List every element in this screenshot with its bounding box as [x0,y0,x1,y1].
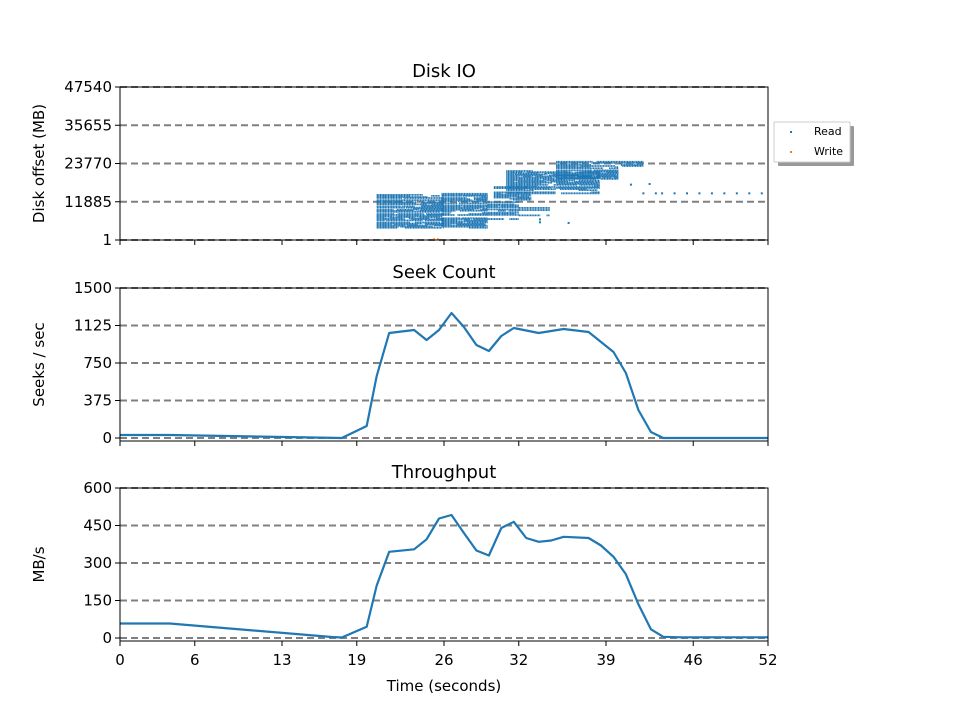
y-tick-label: 23770 [64,155,112,173]
read-mark [723,192,726,195]
y-tick-label: 150 [83,592,112,610]
panel-2: Throughput 0 150 300 450 600 0 6 13 19 26 32 39 46 52 M… [30,462,778,695]
y-tick-label: 450 [83,517,112,535]
legend: Read Write [773,121,854,166]
y-tick-label: 0 [102,629,112,647]
read-mark [686,192,688,195]
plot-data [120,513,768,639]
y-tick-label: 11885 [64,193,112,211]
legend-label: Write [814,145,843,158]
legend-box [773,121,851,163]
y-tick-label: 1125 [74,317,112,335]
y-tick-label: 600 [83,479,112,497]
y-axis-label: MB/s [30,546,48,582]
x-tick-label: 13 [272,651,291,669]
write-mark [436,238,439,240]
series-line [120,513,768,639]
x-tick-label: 52 [758,651,777,669]
legend-marker [790,151,792,153]
x-tick-label: 39 [596,651,615,669]
y-tick-label: 1 [102,231,112,249]
read-mark [648,183,651,186]
read-mark [748,192,751,195]
x-tick-label: 19 [347,651,366,669]
write-mark [433,238,436,240]
x-tick-label: 26 [434,651,453,669]
panel-1: Seek Count 0 375 750 1125 1500 Seeks / sec [30,262,769,447]
x-tick-label: 0 [115,651,125,669]
y-tick-label: 1500 [74,279,112,297]
read-mark [698,192,701,195]
read-mark [538,221,541,224]
y-tick-label: 300 [83,554,112,572]
read-mark [654,192,657,195]
y-axis-label: Disk offset (MB) [30,104,48,223]
x-tick-label: 32 [509,651,528,669]
y-tick-label: 750 [83,354,112,372]
read-mark [642,192,645,195]
x-tick-label: 46 [684,651,703,669]
y-tick-label: 47540 [64,78,112,96]
panel-0: Disk IO 1 11885 23770 35655 47540 Disk offset … [30,61,854,249]
read-mark [567,221,570,224]
read-mark [629,183,632,186]
chart-title: Disk IO [412,61,476,82]
read-mark [538,218,541,221]
plot-data [120,311,768,440]
read-mark [710,192,713,195]
read-mark [661,192,664,195]
series-line [120,311,768,440]
read-mark [673,192,676,195]
x-tick-label: 6 [190,651,200,669]
y-tick-label: 35655 [64,116,112,134]
legend-label: Read [814,125,842,138]
axes-frame [119,86,769,241]
y-axis-label: Seeks / sec [30,322,48,406]
legend-marker [790,131,792,133]
read-mark [735,192,738,195]
y-tick-label: 375 [83,392,112,410]
axes-frame [119,287,769,442]
axes-frame [119,487,769,642]
chart-title: Throughput [391,462,497,483]
x-axis-label: Time (seconds) [386,677,502,695]
y-tick-label: 0 [102,429,112,447]
chart-title: Seek Count [392,262,495,283]
plot-data [376,160,763,240]
read-mark [760,192,763,195]
